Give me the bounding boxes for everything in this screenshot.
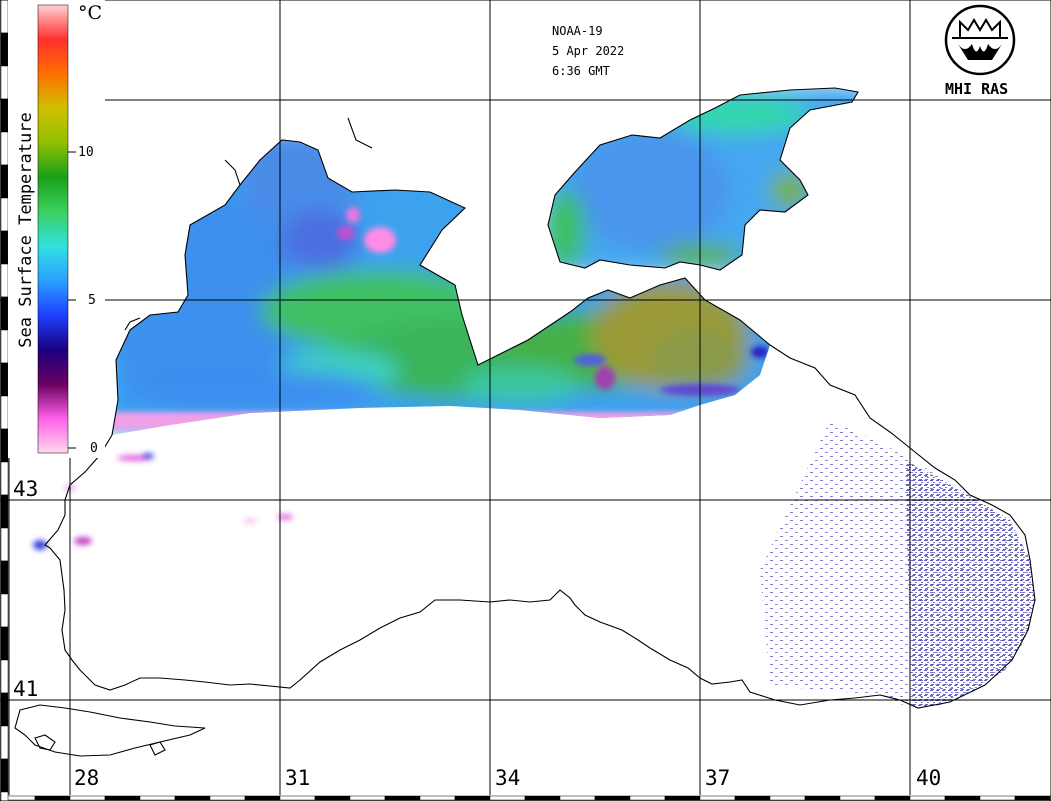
lon-label-28: 28 [74, 766, 100, 790]
lon-label-34: 34 [495, 766, 521, 790]
lat-label-41: 41 [13, 677, 39, 701]
satellite-name: NOAA-19 [552, 24, 603, 38]
lon-label-31: 31 [285, 766, 311, 790]
coastline [14, 87, 1036, 757]
mhi-ras-logo-icon [944, 4, 1016, 76]
sst-patches [33, 453, 293, 550]
noise-region [760, 420, 1035, 708]
lon-label-37: 37 [705, 766, 731, 790]
lat-label-43: 43 [13, 477, 39, 501]
colorbar [8, 0, 105, 458]
colorbar-unit: °C [78, 2, 103, 24]
colorbar-tick-10: 10 [78, 145, 94, 160]
colorbar-tick-5: 5 [88, 293, 96, 308]
acquisition-time: 6:36 GMT [552, 64, 610, 78]
lon-label-40: 40 [916, 766, 942, 790]
sst-field-azov-sea [548, 88, 858, 270]
colorbar-tick-0: 0 [90, 441, 98, 456]
acquisition-date: 5 Apr 2022 [552, 44, 625, 58]
logo-label: MHI RAS [945, 80, 1009, 98]
